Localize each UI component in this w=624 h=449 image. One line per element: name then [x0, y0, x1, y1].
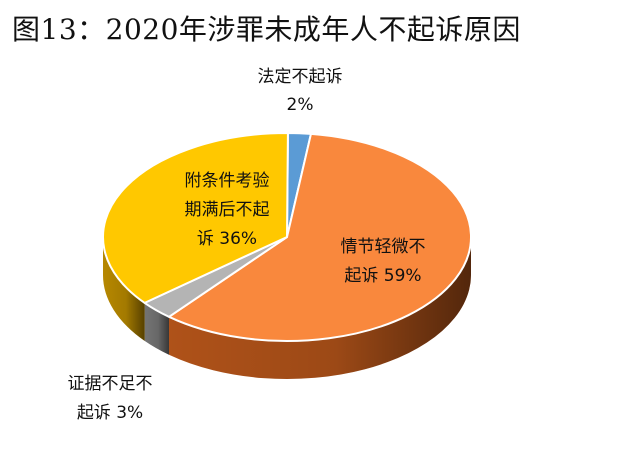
slice-0-label: 法定不起诉 2% — [258, 67, 343, 115]
slice-2-label: 证据不足不起诉 3% — [68, 374, 153, 423]
slice-2-side-shade — [144, 302, 170, 355]
slice-0-label-line: 法定不起诉 — [258, 67, 343, 87]
slice-1-top — [168, 132, 472, 342]
slice-1-label-line: 情节轻微不 — [341, 237, 426, 257]
chart-title: 图13：2020年涉罪未成年人不起诉原因 — [12, 13, 521, 46]
slice-1-side-shade — [169, 237, 471, 379]
slice-3-label-line: 诉 36% — [197, 229, 257, 249]
slice-3-top — [102, 131, 289, 304]
slice-3-label-line: 期满后不起 — [185, 200, 270, 220]
slice-3-label: 附条件考验期满后不起诉 36% — [185, 171, 270, 249]
slice-1-label-line: 起诉 59% — [344, 266, 421, 286]
slice-0-label-line: 2% — [287, 95, 314, 115]
slice-3-label-line: 附条件考验 — [185, 171, 270, 191]
slice-1-label: 情节轻微不起诉 59% — [341, 237, 426, 286]
slice-2-label-line: 证据不足不 — [68, 374, 153, 394]
slice-3-side-shade — [103, 237, 145, 341]
slice-2-label-line: 起诉 3% — [77, 403, 143, 423]
